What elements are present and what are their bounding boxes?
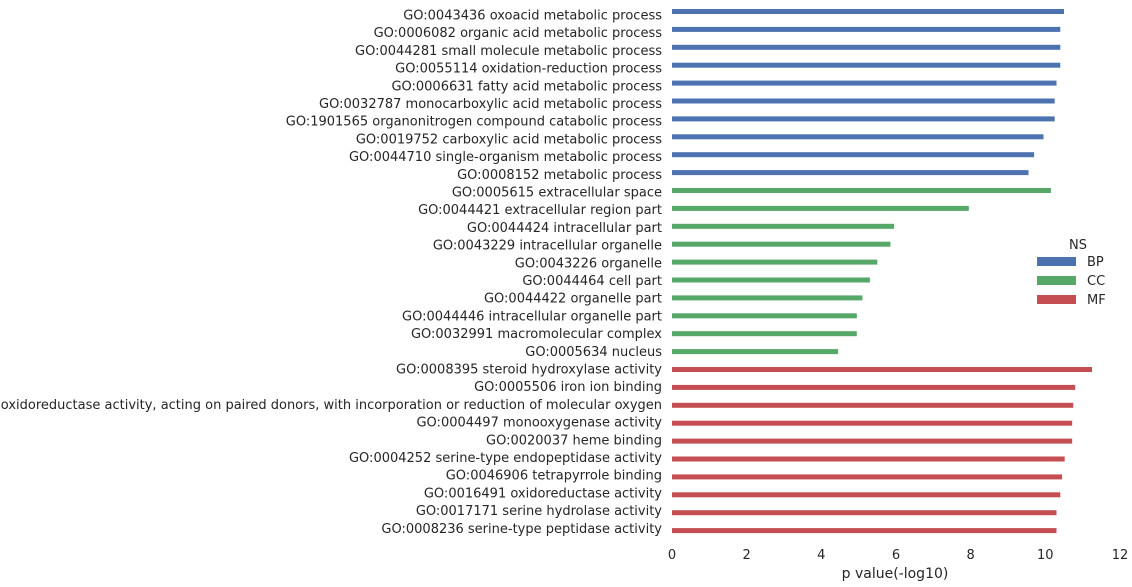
category-label: GO:0046906 tetrapyrrole binding [446, 469, 662, 484]
legend-entries: BP CC MF [1037, 255, 1106, 308]
bar-mf [672, 528, 1057, 534]
bar-mf [672, 510, 1057, 516]
bar-mf [672, 492, 1061, 498]
x-tick-label: 4 [817, 548, 825, 563]
category-label: GO:0044446 intracellular organelle part [402, 309, 662, 324]
category-label: GO:0008152 metabolic process [457, 168, 662, 183]
category-label: GO:0044424 intracellular part [467, 221, 662, 236]
category-label: GO:0017171 serine hydrolase activity [416, 504, 662, 519]
x-tick-label: 6 [892, 548, 900, 563]
bar-cc [672, 223, 895, 229]
bar-bp [672, 26, 1061, 32]
legend-title: NS [1069, 238, 1087, 253]
bar-cc [672, 259, 878, 265]
category-label: GO:0006082 organic acid metabolic proces… [374, 26, 663, 41]
legend: NS BP CC MF [1037, 238, 1106, 308]
category-label: GO:0004497 monooxygenase activity [416, 416, 662, 431]
bar-mf [672, 456, 1065, 462]
category-label: GO:0008395 steroid hydroxylase activity [396, 363, 662, 378]
bar-mf [672, 420, 1073, 426]
bar-bp [672, 152, 1035, 158]
category-label: GO:0005506 iron ion binding [474, 380, 662, 395]
bar-bp [672, 98, 1055, 104]
category-label: GO:0044422 organelle part [484, 292, 662, 307]
bar-mf [672, 438, 1073, 444]
bar-bp [672, 9, 1064, 14]
x-tick-label: 2 [743, 548, 751, 563]
legend-swatch-cc [1037, 276, 1076, 285]
category-label: GO:0032991 macromolecular complex [411, 327, 662, 342]
bar-bp [672, 80, 1057, 86]
bar-cc [672, 313, 857, 319]
x-axis-title: p value(-log10) [842, 566, 949, 582]
category-label: GO:0043229 intracellular organelle [433, 239, 662, 254]
legend-label-cc: CC [1087, 274, 1105, 289]
category-label: GO:0006631 fatty acid metabolic process [391, 79, 662, 94]
category-label: GO:0016491 oxidoreductase activity [424, 486, 662, 501]
legend-label-mf: MF [1087, 293, 1106, 308]
bar-mf [672, 474, 1063, 480]
category-label: GO:1901565 organonitrogen compound catab… [286, 115, 662, 130]
bars-layer [672, 9, 1092, 534]
bar-mf [672, 367, 1092, 372]
bar-bp [672, 62, 1061, 68]
x-tick-label: 0 [668, 548, 676, 563]
bar-bp [672, 170, 1029, 176]
legend-label-bp: BP [1087, 255, 1104, 270]
category-label: GO:0016705 oxidoreductase activity, acti… [0, 398, 662, 413]
category-labels: GO:0043436 oxoacid metabolic process GO:0… [0, 9, 662, 537]
category-label: GO:0044710 single-organism metabolic pro… [349, 150, 662, 165]
x-tick-label: 8 [967, 548, 975, 563]
category-label: GO:0004252 serine-type endopeptidase act… [349, 451, 662, 466]
bar-mf [672, 402, 1074, 408]
category-label: GO:0044281 small molecule metabolic proc… [355, 44, 662, 59]
bar-cc [672, 349, 839, 355]
bar-cc [672, 295, 863, 301]
bar-bp [672, 134, 1044, 140]
bar-cc [672, 205, 969, 211]
category-label: GO:0043436 oxoacid metabolic process [403, 9, 662, 24]
category-label: GO:0020037 heme binding [486, 433, 662, 448]
x-axis: 0 2 4 6 8 10 12 [668, 548, 1128, 563]
bar-bp [672, 44, 1061, 50]
bar-cc [672, 277, 870, 283]
x-tick-label: 12 [1112, 548, 1129, 563]
legend-swatch-bp [1037, 257, 1076, 266]
category-label: GO:0005634 nucleus [525, 345, 662, 360]
category-label: GO:0043226 organelle [515, 256, 662, 271]
bar-mf [672, 384, 1076, 390]
category-label: GO:0005615 extracellular space [452, 186, 662, 201]
bar-cc [672, 188, 1051, 193]
category-label: GO:0044464 cell part [522, 274, 662, 289]
x-tick-label: 10 [1037, 548, 1054, 563]
bar-bp [672, 116, 1055, 122]
category-label: GO:0055114 oxidation-reduction process [395, 62, 662, 77]
bar-cc [672, 241, 891, 247]
category-label: GO:0044421 extracellular region part [418, 203, 662, 218]
category-label: GO:0032787 monocarboxylic acid metabolic… [319, 97, 662, 112]
category-label: GO:0019752 carboxylic acid metabolic pro… [356, 132, 662, 147]
legend-swatch-mf [1037, 295, 1076, 304]
category-label: GO:0008236 serine-type peptidase activit… [381, 522, 662, 537]
bar-cc [672, 331, 857, 337]
